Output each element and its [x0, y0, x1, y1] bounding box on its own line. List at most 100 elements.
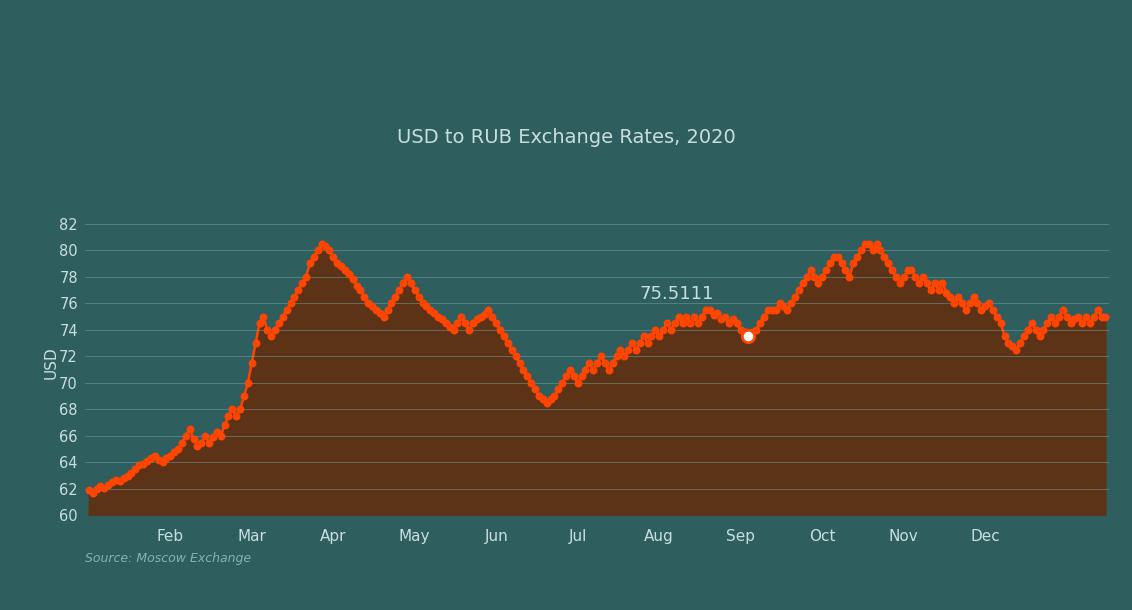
Point [1092, 312, 1110, 321]
Point [709, 307, 727, 317]
Point [1077, 312, 1095, 321]
Point [1027, 325, 1045, 335]
Point [468, 314, 486, 324]
Point [208, 427, 226, 437]
Point [320, 245, 338, 255]
Point [336, 265, 354, 275]
Point [185, 434, 203, 443]
Point [608, 351, 626, 361]
Point [685, 312, 703, 321]
Point [487, 318, 505, 328]
Point [864, 245, 882, 255]
Point [723, 314, 741, 324]
Point [1046, 318, 1064, 328]
Point [701, 305, 719, 315]
Point [359, 298, 377, 308]
Point [111, 476, 129, 486]
Point [1038, 318, 1056, 328]
Point [798, 272, 816, 282]
Point [1062, 318, 1080, 328]
Point [134, 459, 152, 468]
Point [290, 285, 308, 295]
Point [161, 451, 179, 461]
Point [758, 305, 777, 315]
Point [122, 468, 140, 478]
Point [627, 345, 645, 354]
Point [149, 455, 168, 465]
Point [263, 332, 281, 342]
Point [995, 332, 1013, 342]
Point [103, 478, 121, 487]
Point [328, 259, 346, 268]
Point [763, 305, 781, 315]
Point [631, 338, 649, 348]
Point [611, 345, 629, 354]
Point [635, 332, 653, 342]
Point [739, 332, 757, 342]
Point [771, 298, 789, 308]
Point [603, 358, 621, 368]
Point [432, 314, 451, 324]
Point [658, 318, 676, 328]
Point [410, 292, 428, 301]
Point [250, 318, 268, 328]
Point [638, 338, 657, 348]
Point [821, 259, 839, 268]
Point [480, 305, 498, 315]
Point [239, 378, 257, 388]
Point [84, 488, 102, 498]
Point [731, 325, 749, 335]
Point [813, 272, 831, 282]
Point [918, 279, 936, 289]
Point [231, 404, 249, 414]
Point [297, 272, 315, 282]
Point [848, 252, 866, 262]
Point [650, 332, 668, 342]
Point [100, 480, 118, 490]
Point [859, 239, 877, 248]
Point [456, 318, 474, 328]
Point [266, 325, 284, 335]
Point [538, 398, 556, 407]
Point [200, 437, 218, 447]
Point [907, 272, 925, 282]
Point [546, 391, 564, 401]
Point [394, 279, 412, 289]
Point [518, 371, 537, 381]
Point [561, 365, 580, 375]
Point [829, 252, 847, 262]
Point [755, 312, 773, 321]
Point [817, 265, 835, 275]
Point [1065, 314, 1083, 324]
Point [840, 272, 858, 282]
Point [95, 483, 113, 492]
Point [363, 301, 381, 311]
Point [367, 305, 385, 315]
Point [751, 318, 769, 328]
Point [961, 298, 979, 308]
Point [269, 318, 288, 328]
Point [728, 318, 746, 328]
Point [386, 292, 404, 301]
Point [437, 318, 455, 328]
Point [717, 312, 735, 321]
Point [526, 384, 544, 394]
Point [712, 314, 730, 324]
Point [445, 325, 463, 335]
Point [220, 411, 238, 421]
Point [654, 325, 672, 335]
Point [212, 431, 230, 441]
Point [169, 444, 187, 454]
Point [720, 318, 738, 328]
Point [119, 471, 137, 481]
Point [138, 456, 156, 466]
Point [744, 328, 762, 337]
Point [495, 332, 513, 342]
Point [464, 318, 482, 328]
Point [677, 312, 695, 321]
Point [1089, 305, 1107, 315]
Point [984, 305, 1002, 315]
Point [1049, 312, 1067, 321]
Point [511, 358, 529, 368]
Point [573, 371, 591, 381]
